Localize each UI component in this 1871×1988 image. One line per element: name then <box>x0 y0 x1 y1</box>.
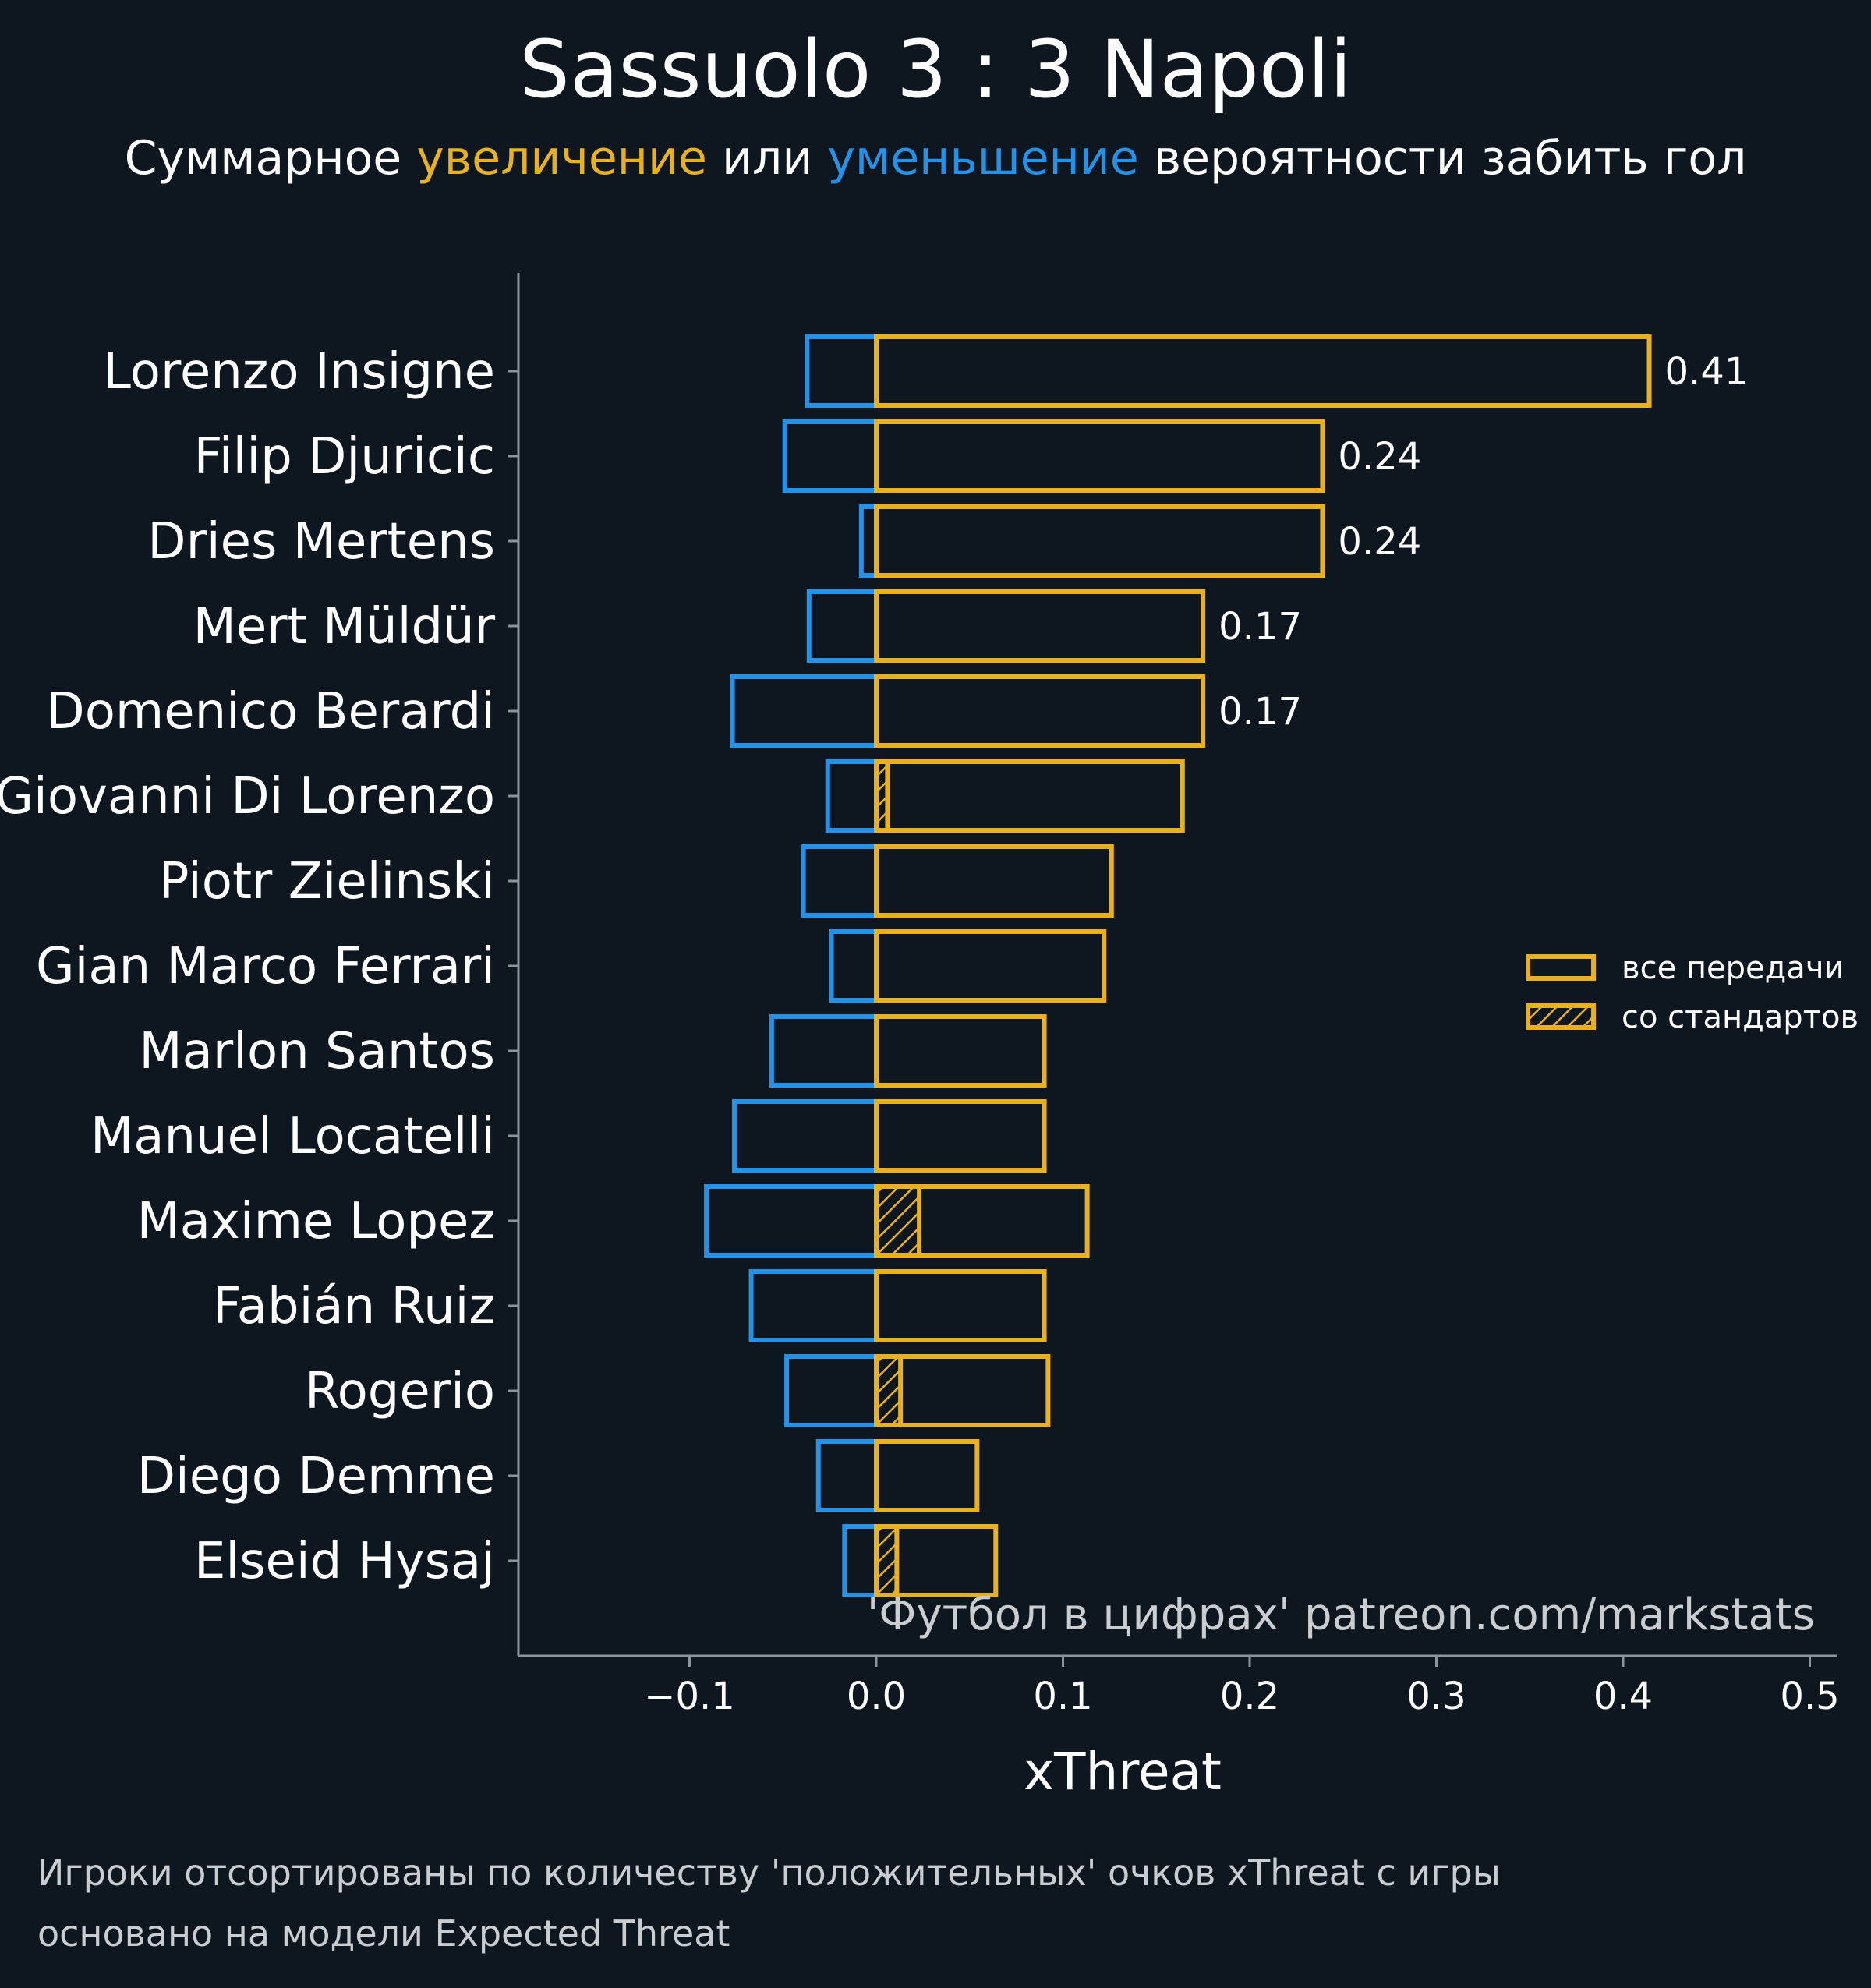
bar-negative <box>815 1439 879 1512</box>
x-tick-label: 0.4 <box>1593 1675 1653 1718</box>
bar-negative <box>730 674 879 748</box>
bar-negative <box>806 589 879 663</box>
bar-negative <box>748 1269 879 1342</box>
legend-label: все передачи <box>1622 950 1844 986</box>
y-tick-label: Diego Demme <box>137 1448 495 1505</box>
subtitle-decrease: уменьшение <box>827 131 1139 186</box>
y-tick-label: Dries Mertens <box>147 513 495 571</box>
bar-positive <box>874 929 1107 1003</box>
x-tick-label: 0.1 <box>1033 1675 1092 1718</box>
y-tick-label: Giovanni Di Lorenzo <box>0 768 495 826</box>
y-tick-label: Gian Marco Ferrari <box>36 938 495 996</box>
bar-negative <box>825 759 879 833</box>
bar-positive <box>874 1524 999 1597</box>
data-label: 0.17 <box>1218 690 1302 734</box>
bar-negative <box>801 844 879 918</box>
bar-negative <box>842 1524 879 1597</box>
bar-negative <box>731 1099 879 1173</box>
bar-negative <box>782 419 879 493</box>
bar-positive <box>874 504 1325 578</box>
bar-positive <box>874 844 1114 918</box>
subtitle-increase: увеличение <box>416 131 707 186</box>
x-tick-label: 0.3 <box>1406 1675 1466 1718</box>
y-tick-label: Lorenzo Insigne <box>103 343 495 401</box>
data-label: 0.17 <box>1218 605 1302 649</box>
data-label: 0.24 <box>1338 520 1421 564</box>
legend-swatch-set-piece <box>1526 1003 1596 1030</box>
bar-positive <box>874 1354 1051 1427</box>
bar-positive <box>874 1269 1047 1342</box>
bar-positive <box>874 1184 1090 1258</box>
subtitle-suffix: вероятности забить гол <box>1153 131 1747 186</box>
bar-positive <box>874 419 1325 493</box>
watermark: 'Футбол в цифрах' patreon.com/markstats <box>867 1590 1815 1640</box>
bar-positive <box>874 1014 1047 1088</box>
bar-negative <box>829 929 879 1003</box>
bar-negative <box>704 1184 879 1258</box>
legend-label: со стандартов <box>1622 999 1859 1035</box>
x-tick-label: 0.2 <box>1220 1675 1279 1718</box>
data-label: 0.24 <box>1338 435 1421 479</box>
bar-set-piece <box>874 1524 900 1597</box>
bar-positive <box>874 589 1206 663</box>
bar-positive <box>874 759 1185 833</box>
chart-title: Sassuolo 3 : 3 Napoli <box>519 23 1352 116</box>
y-tick-label: Domenico Berardi <box>46 683 495 741</box>
bar-positive <box>874 334 1652 408</box>
y-tick-label: Rogerio <box>305 1363 495 1420</box>
bar-negative <box>784 1354 879 1427</box>
bar-positive <box>874 674 1206 748</box>
y-tick-label: Manuel Locatelli <box>90 1108 495 1166</box>
y-tick-label: Marlon Santos <box>139 1023 495 1081</box>
subtitle-or: или <box>722 131 813 186</box>
chart-subtitle: Суммарное увеличение или уменьшение веро… <box>0 131 1871 186</box>
y-tick-label: Elseid Hysaj <box>194 1533 495 1590</box>
bar-positive <box>874 1439 980 1512</box>
bar-positive <box>874 1099 1047 1173</box>
footnote-sorting: Игроки отсортированы по количеству 'поло… <box>37 1852 1501 1894</box>
y-tick-label: Filip Djuricic <box>194 428 495 486</box>
data-label: 0.41 <box>1665 350 1749 394</box>
x-tick-label: −0.1 <box>644 1675 735 1718</box>
y-tick-label: Maxime Lopez <box>137 1193 495 1250</box>
subtitle-prefix: Суммарное <box>124 131 402 186</box>
y-tick-label: Piotr Zielinski <box>159 853 495 911</box>
footnote-model: основано на модели Expected Threat <box>37 1912 730 1954</box>
y-tick-label: Mert Müldür <box>193 598 496 656</box>
bar-set-piece <box>874 1354 904 1427</box>
bar-negative <box>805 334 879 408</box>
x-axis-label: xThreat <box>1024 1742 1222 1802</box>
x-tick-label: 0.0 <box>847 1675 906 1718</box>
y-tick-label: Fabián Ruiz <box>213 1278 495 1335</box>
x-tick-label: 0.5 <box>1780 1675 1839 1718</box>
legend-swatch-all-passes <box>1526 954 1596 981</box>
bar-set-piece <box>874 1184 922 1258</box>
bar-negative <box>769 1014 879 1088</box>
